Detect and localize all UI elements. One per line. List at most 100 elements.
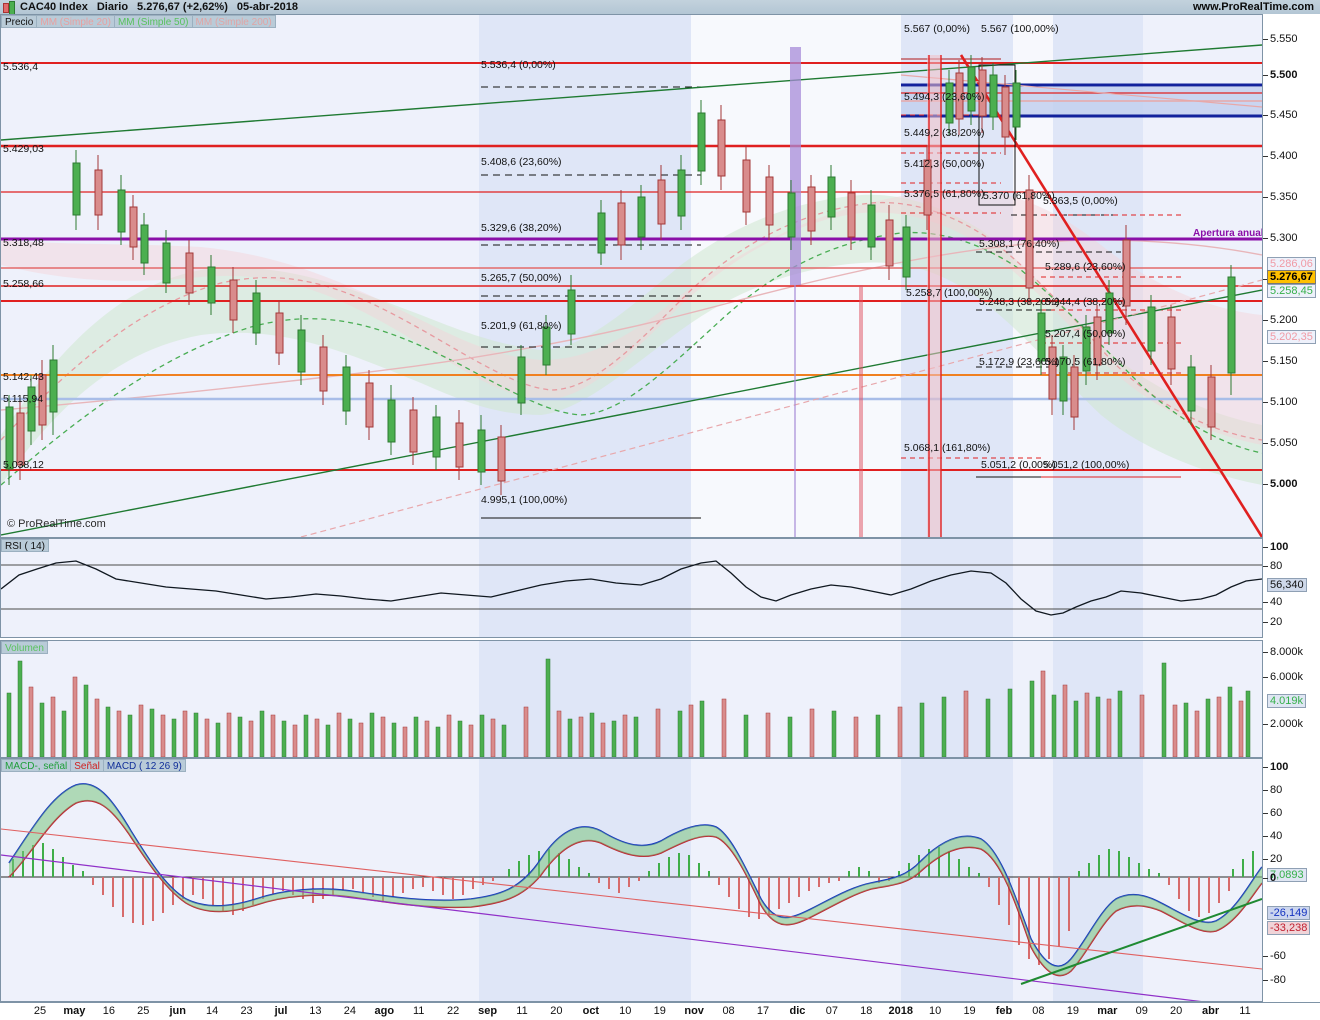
macd-legend: MACD-, señal Señal MACD ( 12 26 9)	[1, 759, 186, 772]
legend-ma200[interactable]: MM (Simple 200)	[191, 15, 276, 28]
y-tick: 5.500	[1263, 69, 1298, 81]
fib-label: 5.494,3 (23,60%)	[904, 91, 985, 103]
macd-plot[interactable]: MACD-, señal Señal MACD ( 12 26 9)	[1, 759, 1262, 1001]
vertical-marker	[790, 47, 801, 285]
date-tick: 18	[860, 1005, 873, 1017]
legend-senal[interactable]: Señal	[70, 759, 104, 772]
y-tick: 5.400	[1263, 150, 1298, 162]
y-tick: 5.450	[1263, 109, 1298, 121]
date-tick: 25	[137, 1005, 150, 1017]
fib-label: 5.376,5 (61,80%)	[904, 188, 985, 200]
current-price-badge: 5.276,67	[1267, 270, 1316, 284]
legend-macd-senal-hist[interactable]: MACD-, señal	[1, 759, 72, 772]
y-tick: 5.000	[1263, 478, 1298, 490]
y-tick: -80	[1263, 974, 1286, 986]
y-tick-label: -60	[1270, 950, 1286, 962]
date-tick: 11	[1239, 1005, 1251, 1017]
fib-label: 5.244,4 (38,20%)	[1045, 296, 1126, 308]
date-tick: 13	[309, 1005, 322, 1017]
date-tick: jun	[169, 1005, 186, 1017]
legend-precio[interactable]: Precio	[1, 15, 38, 28]
fib-label: 5.258,7 (100,00%)	[906, 287, 993, 299]
macd-trendline	[1020, 898, 1262, 985]
y-tick-label: 2.000k	[1270, 718, 1304, 730]
y-tick: 5.100	[1263, 396, 1298, 408]
volume-legend: Volumen	[1, 641, 48, 654]
rsi-y-axis[interactable]: 100 80 56,340 40 20	[1262, 538, 1320, 638]
y-tick: 40	[1263, 596, 1282, 608]
date-tick: feb	[995, 1005, 1013, 1017]
legend-rsi[interactable]: RSI ( 14)	[1, 539, 50, 552]
y-tick: 5.200	[1263, 314, 1298, 326]
macd-chart-svg	[1, 759, 1262, 1001]
date-tick: 2018	[888, 1005, 913, 1017]
date-tick: 20	[1170, 1005, 1183, 1017]
macd-trendline	[1, 828, 1262, 970]
fib-label: 5.308,1 (76,40%)	[979, 238, 1060, 250]
date-axis[interactable]: 25 may 16 25 jun 14 23 jul 13 24 ago 11 22 sep 11 20 oct…	[0, 1002, 1320, 1020]
date-tick: 10	[929, 1005, 942, 1017]
y-tick: 100	[1263, 541, 1288, 553]
volume-value-badge: 4.019k	[1267, 694, 1307, 708]
legend-volumen[interactable]: Volumen	[1, 641, 48, 654]
title-bar: CAC40 Index Diario 5.276,67 (+2,62%) 05-…	[0, 0, 1320, 15]
date-tick: 11	[516, 1005, 528, 1017]
y-tick-label: 20	[1270, 616, 1283, 628]
y-tick-label: 5.300	[1270, 232, 1298, 244]
legend-ma20[interactable]: MM (Simple 20)	[36, 15, 115, 28]
fib-label: 5.567 (100,00%)	[981, 23, 1059, 35]
fib-label: 5.370 (61,80%)	[983, 190, 1055, 202]
volume-y-axis[interactable]: 8.000k 6.000k 4.019k 2.000k	[1262, 640, 1320, 758]
rsi-legend: RSI ( 14)	[1, 539, 50, 552]
volume-pane: Volumen	[0, 640, 1263, 758]
y-badge-stop: 5.202,35	[1267, 330, 1316, 344]
date-tick: 19	[1066, 1005, 1079, 1017]
legend-macd[interactable]: MACD ( 12 26 9)	[102, 759, 186, 772]
y-tick: 0	[1263, 872, 1276, 884]
y-tick: 2.000k	[1263, 718, 1303, 730]
left-price-label: 5.429,03	[3, 143, 44, 155]
price-y-axis[interactable]: 5.550 5.500 5.450 5.400 5.350 5.300 5.25…	[1262, 14, 1320, 538]
y-tick-label: 5.200	[1270, 314, 1298, 326]
fib-label: 5.172,9 (23,60%)	[979, 356, 1060, 368]
fib-label: 5.170,5 (61,80%)	[1045, 356, 1126, 368]
date-tick: 19	[963, 1005, 976, 1017]
date-tick: sep	[478, 1005, 498, 1017]
y-tick: 80	[1263, 784, 1282, 796]
rsi-plot[interactable]: RSI ( 14)	[1, 539, 1262, 637]
macd-y-axis[interactable]: 100 80 60 40 20 7,0893 0 -26,149 -33,238…	[1262, 758, 1320, 1002]
y-tick: 80	[1263, 560, 1282, 572]
macd-line-badge: -26,149	[1267, 906, 1311, 920]
rsi-value-badge: 56,340	[1267, 578, 1307, 592]
legend-ma50[interactable]: MM (Simple 50)	[113, 15, 193, 28]
y-tick-label: -80	[1270, 974, 1286, 986]
date-tick: 24	[343, 1005, 356, 1017]
fib-label: 5.408,6 (23,60%)	[481, 156, 562, 168]
candlestick-series	[5, 55, 1236, 495]
y-tick-label: 5.550	[1270, 33, 1298, 45]
fib-label: 5.051,2 (100,00%)	[1043, 459, 1130, 471]
macd-trendline	[1, 854, 1202, 1001]
y-tick: 100	[1263, 761, 1288, 773]
volume-plot[interactable]: Volumen	[1, 641, 1262, 757]
fib-label: 4.995,1 (100,00%)	[481, 494, 568, 506]
date-tick: 17	[756, 1005, 770, 1017]
rsi-pane: RSI ( 14)	[0, 538, 1263, 638]
price-plot[interactable]: Precio MM (Simple 20) MM (Simple 50) MM …	[1, 15, 1262, 537]
y-tick-label: 80	[1270, 560, 1283, 572]
y-tick-label: 40	[1270, 830, 1283, 842]
timeframe-label: Diario	[96, 1, 129, 13]
trendline-up	[1, 44, 1262, 141]
apertura-anual-label: Apertura anual	[1193, 228, 1262, 239]
y-tick-label: 5.050	[1270, 437, 1298, 449]
date-tick: abr	[1202, 1005, 1220, 1017]
date-tick: 20	[550, 1005, 563, 1017]
left-price-label: 5.115,94	[3, 393, 44, 405]
y-tick-label: 5.150	[1270, 355, 1298, 367]
fib-label: 5.449,2 (38,20%)	[904, 127, 985, 139]
brand-url: www.ProRealTime.com	[1192, 1, 1314, 13]
volume-chart-svg	[1, 641, 1262, 757]
date-tick: may	[63, 1005, 86, 1017]
macd-value-badge: 7,0893	[1267, 868, 1307, 882]
date-tick: 08	[1032, 1005, 1045, 1017]
